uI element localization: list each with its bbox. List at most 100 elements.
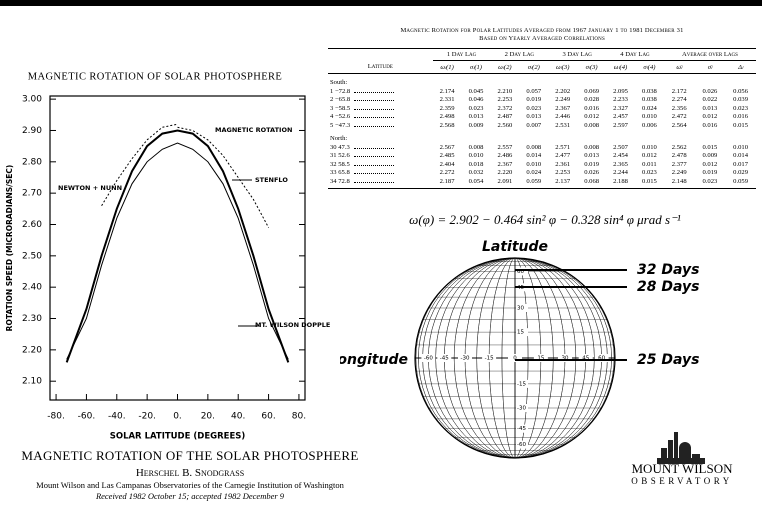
paper-title: MAGNETIC ROTATION OF THE SOLAR PHOTOSPHE… [21, 448, 359, 463]
value-cell: 2.253 [497, 96, 513, 104]
paper-author: Herschel B. Snodgrass [135, 467, 245, 479]
value-cell: 2.249 [555, 96, 571, 104]
value-cell: 0.054 [461, 177, 491, 190]
value-cell: 0.068 [577, 177, 607, 190]
value-cell: 2.202 [555, 87, 571, 95]
column-header: σₗ(3) [577, 60, 607, 74]
leader-dots [353, 181, 394, 183]
value-cell: 2.567 [439, 143, 455, 151]
value-cell: 2.486 [497, 152, 513, 160]
value-cell: 2.359 [439, 104, 455, 112]
column-header: Δₗ [725, 60, 756, 74]
y-tick-label: 2.20 [22, 345, 42, 355]
tick-bg [508, 354, 522, 362]
value-cell: 0.010 [642, 143, 657, 151]
latitude-text: 31 52.6 [330, 152, 350, 160]
value-cell: 0.015 [733, 121, 749, 129]
latitude-text: 2 −65.8 [330, 96, 351, 104]
leader-dots [353, 164, 394, 166]
value-cell: 2.372 [497, 104, 513, 112]
group-header: 4 Day Lag [606, 48, 664, 61]
series-label: STENFLO [255, 176, 288, 184]
longitude-tick: -15 [485, 356, 494, 362]
x-tick-label: -20. [138, 412, 156, 422]
value-cell: 0.014 [733, 152, 749, 160]
value-cell: 2.095 [613, 87, 628, 95]
longitude-tick: 45 [582, 356, 589, 362]
value-cell: 0.023 [733, 104, 749, 112]
y-axis-label: ROTATION SPEED (MICRORADIANS/SEC) [5, 165, 14, 332]
y-tick-label: 2.30 [22, 314, 42, 324]
x-tick-label: -40. [108, 412, 126, 422]
series-line [101, 123, 178, 206]
value-cell: 2.367 [555, 104, 571, 112]
y-tick-label: 2.90 [22, 126, 42, 136]
value-cell: 0.008 [468, 143, 484, 151]
value-cell: 2.571 [555, 143, 571, 151]
value-cell: 2.361 [555, 160, 571, 168]
value-cell: 0.023 [526, 104, 542, 112]
tick-bg [482, 354, 497, 362]
table-row: 31 52.6 2.485 0.010 2.486 0.014 2.477 0.013 2.4… [328, 152, 756, 161]
value-cell: 0.015 [634, 177, 664, 190]
latitude-text: 32 58.5 [330, 160, 350, 168]
x-tick-label: 20. [201, 412, 215, 422]
tick-bg [533, 354, 548, 362]
y-tick-label: 2.70 [22, 189, 42, 199]
value-cell: 2.220 [497, 169, 513, 177]
value-cell: 2.244 [613, 169, 628, 177]
logo: MOUNT WILSON OBSERVATORY [631, 432, 733, 486]
latitude-label: Latitude [482, 239, 548, 255]
value-cell: 0.010 [733, 143, 749, 151]
value-cell: 0.038 [642, 96, 657, 104]
section-label: North: [330, 134, 348, 142]
value-cell: 2.356 [671, 104, 687, 112]
value-cell: 0.056 [733, 87, 749, 95]
value-cell: 0.023 [694, 177, 726, 190]
header-row: Latitude ωₗ(1) σₗ(1) ωₗ(2) σₗ(2) ωₗ(3) σₗ(3) ωₗ… [328, 60, 756, 74]
x-tick-label: 0. [173, 412, 182, 422]
value-cell: 2.327 [613, 104, 628, 112]
value-cell: 2.457 [613, 113, 628, 121]
value-cell: 2.188 [606, 177, 635, 190]
x-tick-label: -60. [78, 412, 96, 422]
value-cell: 2.531 [555, 121, 571, 129]
value-cell: 0.016 [702, 121, 718, 129]
longitude-label: Longitude [340, 352, 408, 368]
section-label: South: [330, 79, 348, 86]
series-label: MT. WILSON DOPPLER [255, 321, 330, 329]
series-line [66, 142, 289, 360]
x-axis-label: SOLAR LATITUDE (DEGREES) [110, 432, 246, 442]
column-header: ωₗ(4) [606, 60, 635, 74]
value-cell: 2.377 [671, 160, 687, 168]
latitude-text: 1 −72.8 [330, 87, 351, 95]
tick-bg [594, 354, 609, 362]
latitude-text: 33 65.8 [330, 169, 350, 177]
column-header: ωₗ(1) [432, 60, 462, 74]
value-cell: 2.485 [439, 152, 455, 160]
marker-label: 25 Days [637, 352, 699, 368]
table-row: 33 65.8 2.272 0.032 2.220 0.024 2.253 0.026 2.2… [328, 169, 756, 178]
table-row: 2 −65.8 2.331 0.046 2.253 0.019 2.249 0.028 2.2… [328, 96, 756, 105]
value-cell: 2.568 [439, 121, 455, 129]
value-cell: 2.187 [432, 177, 462, 190]
value-cell: 2.472 [671, 113, 687, 121]
value-cell: 0.057 [526, 87, 542, 95]
value-cell: 0.009 [702, 152, 718, 160]
value-cell: 0.019 [584, 160, 600, 168]
tick-bg [516, 424, 528, 433]
latitude-tick: -60 [517, 442, 526, 448]
value-cell: 2.597 [613, 121, 628, 129]
value-cell: 0.018 [468, 160, 484, 168]
tick-bg [516, 379, 528, 388]
chart-title: MAGNETIC ROTATION OF SOLAR PHOTOSPHERE [28, 71, 283, 82]
value-cell: 0.013 [526, 113, 542, 121]
longitude-tick: -45 [440, 356, 449, 362]
x-tick-label: 40. [231, 412, 245, 422]
value-cell: 0.046 [468, 96, 484, 104]
value-cell: 0.038 [642, 87, 657, 95]
value-cell: 0.011 [642, 160, 657, 168]
latitude-cell: 4 −52.6 [328, 113, 433, 122]
value-cell: 2.331 [439, 96, 455, 104]
